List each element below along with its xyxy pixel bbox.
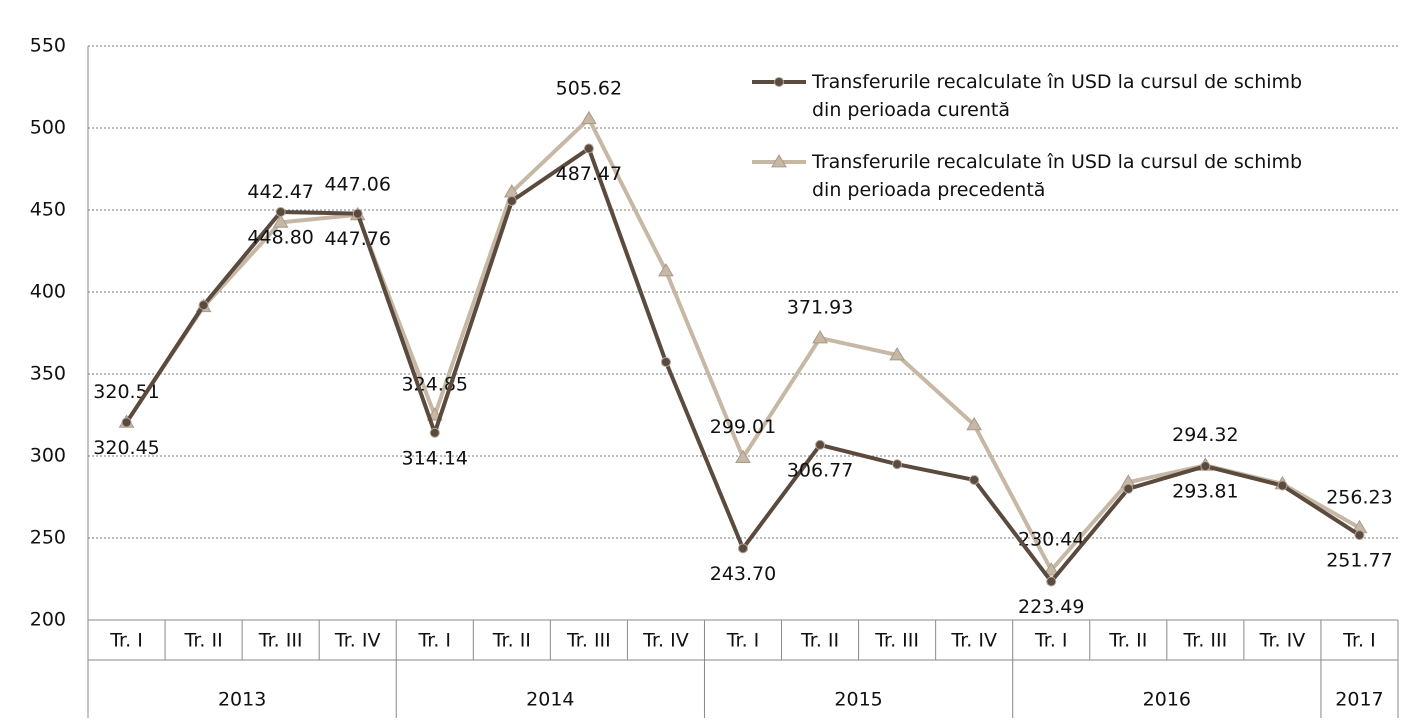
circle-marker (969, 474, 980, 485)
x-tick-label: Tr. II (800, 630, 839, 652)
triangle-marker (966, 416, 983, 431)
data-label: 293.81 (1172, 481, 1238, 503)
group-label: 2015 (834, 689, 882, 711)
x-tick-label: Tr. II (1108, 630, 1147, 652)
circle-marker (738, 543, 748, 554)
x-tick-label: Tr. I (417, 630, 451, 652)
y-tick-label: 500 (30, 117, 66, 139)
x-tick-label: Tr. III (566, 630, 611, 652)
circle-marker (1123, 483, 1134, 494)
data-label: 256.23 (1326, 486, 1392, 508)
x-tick-label: Tr. IV (950, 630, 997, 652)
circle-marker (892, 459, 903, 470)
circle-marker (660, 357, 671, 368)
triangle-marker (1043, 562, 1060, 576)
y-tick-label: 400 (30, 281, 66, 303)
data-label: 314.14 (402, 447, 468, 469)
data-label: 324.85 (402, 374, 468, 396)
x-tick-label: Tr. I (1034, 630, 1068, 652)
y-tick-label: 250 (30, 527, 66, 549)
group-label: 2013 (218, 689, 266, 711)
data-label: 448.80 (247, 226, 313, 248)
y-tick-label: 550 (30, 35, 66, 57)
circle-marker (506, 195, 517, 206)
triangle-marker (658, 263, 674, 277)
x-tick-label: Tr. II (492, 630, 531, 652)
legend-label: Transferurile recalculate în USD la curs… (811, 151, 1302, 201)
x-tick-label: Tr. III (874, 630, 919, 652)
x-tick-label: Tr. IV (334, 630, 381, 652)
triangle-marker (812, 330, 828, 344)
x-tick-label: Tr. IV (1259, 630, 1306, 652)
x-tick-label: Tr. I (109, 630, 143, 652)
data-label: 447.06 (324, 173, 390, 195)
circle-marker (352, 208, 363, 219)
x-tick-label: Tr. I (726, 630, 760, 652)
legend-label: Transferurile recalculate în USD la curs… (811, 71, 1302, 121)
triangle-marker (735, 449, 751, 464)
x-tick-label: Tr. III (258, 630, 303, 652)
triangle-marker (771, 154, 787, 168)
data-label: 505.62 (556, 77, 622, 99)
circle-marker (121, 417, 132, 428)
circle-marker (774, 77, 784, 87)
data-label: 306.77 (787, 459, 853, 481)
circle-marker (1354, 530, 1365, 541)
circle-marker (1277, 480, 1288, 491)
y-tick-label: 300 (30, 445, 66, 467)
circle-marker (275, 206, 286, 217)
group-label: 2017 (1335, 689, 1383, 711)
data-label: 487.47 (556, 163, 622, 185)
x-tick-label: Tr. III (1182, 630, 1227, 652)
data-label: 371.93 (787, 297, 853, 319)
circle-marker (198, 300, 209, 311)
data-label: 223.49 (1018, 596, 1084, 618)
group-label: 2014 (526, 689, 574, 711)
x-tick-label: Tr. I (1342, 630, 1376, 652)
data-label: 320.45 (93, 437, 159, 459)
data-label: 442.47 (247, 181, 313, 203)
circle-marker (1200, 461, 1211, 472)
x-tick-label: Tr. II (184, 630, 223, 652)
triangle-marker (272, 214, 289, 228)
data-label: 251.77 (1326, 550, 1392, 572)
y-tick-label: 450 (30, 199, 66, 221)
data-label: 230.44 (1018, 529, 1084, 551)
triangle-marker (581, 110, 597, 125)
group-label: 2016 (1143, 689, 1191, 711)
y-tick-label: 350 (30, 363, 66, 385)
triangle-marker (889, 346, 905, 361)
data-label: 299.01 (710, 416, 776, 438)
y-tick-label: 200 (30, 609, 66, 631)
x-tick-label: Tr. IV (642, 630, 689, 652)
data-label: 294.32 (1172, 424, 1238, 446)
circle-marker (815, 439, 826, 450)
data-label: 447.76 (324, 228, 390, 250)
data-label: 243.70 (710, 563, 776, 585)
circle-marker (583, 143, 594, 154)
circle-marker (429, 427, 440, 438)
circle-marker (1046, 576, 1057, 587)
